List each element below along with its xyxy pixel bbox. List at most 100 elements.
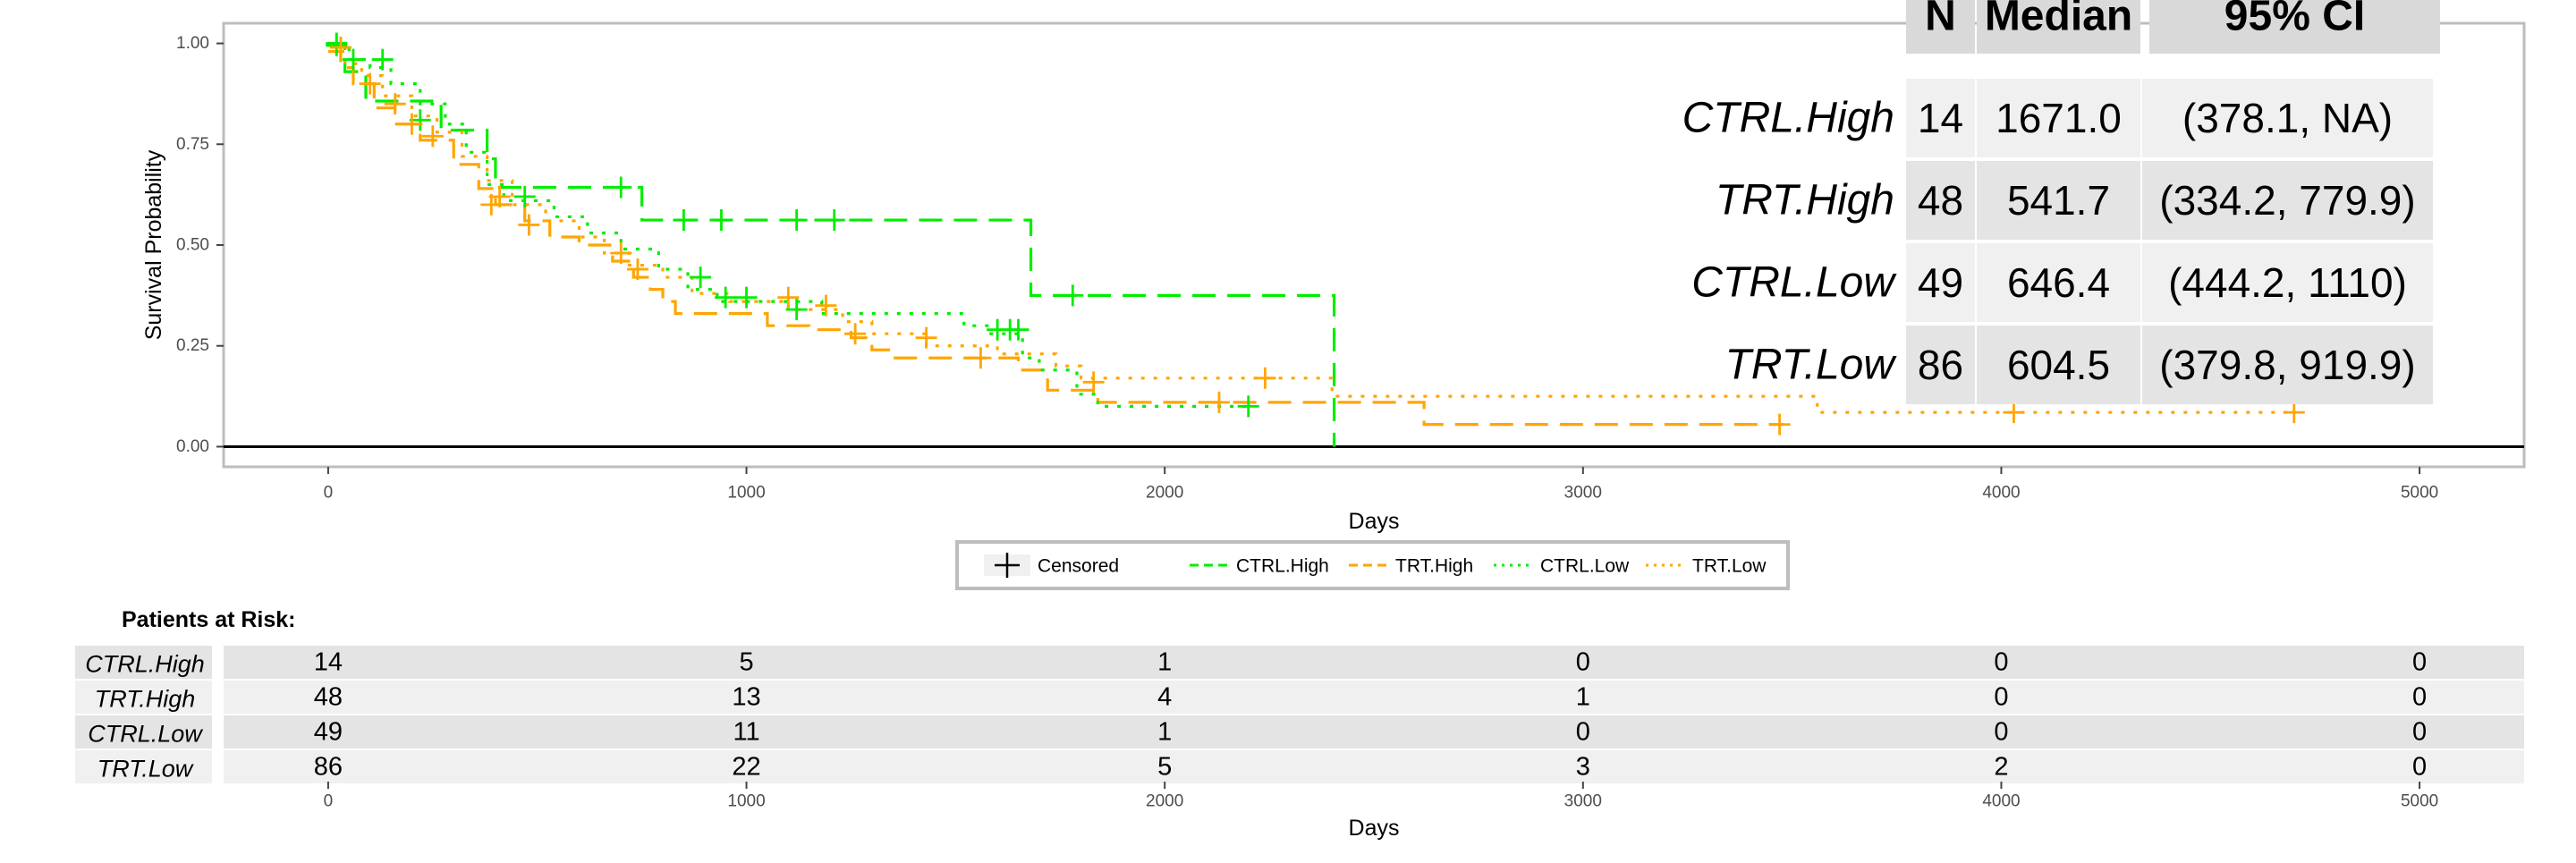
censor-mark-trt_high — [970, 347, 992, 369]
censor-mark-trt_low — [329, 37, 352, 59]
risk-count: 0 — [1994, 648, 2008, 677]
risk-x-tick-label: 5000 — [2401, 792, 2438, 811]
censor-mark-trt_low — [2003, 402, 2025, 424]
summary-row-n: 49 — [1918, 259, 1963, 306]
risk-count: 5 — [739, 648, 753, 677]
x-tick-label: 0 — [324, 484, 334, 503]
censor-mark-ctrl_high — [513, 185, 536, 207]
summary-cell — [1906, 79, 1975, 157]
summary-header-cell — [1977, 0, 2140, 54]
summary-row-ci: (334.2, 779.9) — [2159, 177, 2415, 224]
legend-label-ctrl_high: CTRL.High — [1236, 556, 1329, 577]
x-tick-label: 4000 — [1982, 484, 2020, 503]
risk-count: 0 — [1994, 683, 2008, 712]
risk-count: 48 — [314, 683, 343, 712]
risk-group-cell — [75, 646, 212, 679]
risk-row-group: CTRL.Low — [88, 721, 203, 748]
risk-row-group: TRT.High — [95, 686, 196, 713]
risk-count: 0 — [2412, 718, 2427, 747]
censor-mark-ctrl_low — [1237, 395, 1259, 418]
risk-count: 11 — [733, 718, 759, 747]
risk-count: 3 — [1576, 753, 1590, 782]
censor-mark-ctrl_low — [785, 299, 808, 321]
y-tick-label: 1.00 — [176, 34, 209, 53]
risk-row-band — [224, 681, 2524, 714]
censor-mark-ctrl_low — [690, 267, 712, 289]
censor-mark-ctrl_high — [610, 176, 632, 199]
risk-group-cell — [75, 681, 212, 714]
risk-table-title: Patients at Risk: — [122, 607, 296, 632]
risk-x-tick-label: 1000 — [727, 792, 765, 811]
legend-label-trt_high: TRT.High — [1395, 556, 1473, 577]
summary-cell — [1977, 326, 2140, 404]
censor-mark-trt_low — [915, 326, 937, 349]
summary-cell — [2142, 161, 2433, 240]
legend-label-trt_low: TRT.Low — [1692, 556, 1767, 577]
censor-mark-trt_high — [518, 214, 540, 236]
y-tick-label: 0.75 — [176, 135, 209, 154]
censor-mark-trt_high — [1768, 413, 1791, 436]
y-axis-title: Survival Probability — [141, 149, 166, 340]
legend-box — [955, 540, 1790, 590]
summary-cell — [1977, 243, 2140, 322]
risk-count: 49 — [314, 718, 343, 747]
summary-row-ci: (444.2, 1110) — [2168, 259, 2407, 306]
x-tick-label: 3000 — [1564, 484, 1602, 503]
censor-mark-ctrl_high — [1062, 284, 1084, 307]
summary-cell — [1906, 161, 1975, 240]
risk-group-cell — [75, 750, 212, 783]
summary-cell — [2142, 326, 2433, 404]
censor-mark-ctrl_low — [342, 48, 364, 71]
risk-count: 0 — [1994, 718, 2008, 747]
summary-header-label: N — [1925, 0, 1956, 40]
legend-label-ctrl_low: CTRL.Low — [1540, 556, 1630, 577]
series-line-ctrl_high — [327, 41, 1336, 447]
summary-row-ci: (378.1, NA) — [2182, 95, 2393, 141]
risk-x-tick-label: 0 — [324, 792, 334, 811]
summary-row-n: 48 — [1918, 177, 1963, 224]
series-line-ctrl_low — [327, 41, 1249, 408]
summary-row-n: 86 — [1918, 342, 1963, 388]
summary-header-cell — [2149, 0, 2440, 54]
risk-x-tick-label: 3000 — [1564, 792, 1602, 811]
risk-count: 0 — [1576, 648, 1590, 677]
summary-header-label: Median — [1985, 0, 2132, 40]
censor-mark-ctrl_low — [326, 34, 348, 56]
summary-row-median: 1671.0 — [1996, 95, 2122, 141]
risk-row-group: TRT.Low — [97, 756, 194, 783]
censor-mark-trt_low — [844, 323, 867, 345]
censor-mark-ctrl_low — [715, 286, 737, 309]
risk-x-tick-label: 2000 — [1146, 792, 1183, 811]
risk-count: 14 — [314, 648, 343, 677]
censor-mark-ctrl_high — [823, 209, 845, 232]
censor-mark-trt_low — [2283, 402, 2305, 424]
risk-x-axis-title: Days — [1349, 816, 1400, 841]
y-tick-label: 0.50 — [176, 236, 209, 255]
risk-count: 86 — [314, 753, 343, 782]
risk-count: 0 — [1576, 718, 1590, 747]
summary-row-median: 541.7 — [2007, 177, 2110, 224]
censor-mark-ctrl_high — [371, 48, 394, 71]
censor-mark-ctrl_low — [735, 286, 758, 309]
risk-count: 13 — [732, 683, 760, 712]
risk-count: 1 — [1157, 648, 1172, 677]
summary-cell — [2142, 243, 2433, 322]
censor-mark-trt_low — [488, 185, 511, 207]
censor-mark-trt_high — [626, 258, 648, 281]
censor-mark-trt_high — [359, 72, 381, 95]
summary-cell — [2142, 79, 2433, 157]
risk-count: 0 — [2412, 683, 2427, 712]
censor-mark-trt_low — [1254, 367, 1276, 389]
censor-mark-ctrl_high — [785, 209, 808, 232]
summary-header-label: 95% CI — [2224, 0, 2365, 40]
summary-cell — [1906, 243, 1975, 322]
censor-mark-trt_high — [1208, 391, 1230, 413]
risk-row-band — [224, 750, 2524, 783]
summary-row-group: CTRL.Low — [1691, 259, 1897, 307]
summary-row-group: TRT.High — [1716, 177, 1894, 224]
censor-mark-trt_high — [401, 113, 423, 135]
summary-row-ci: (379.8, 919.9) — [2159, 342, 2415, 388]
censor-mark-trt_high — [1082, 371, 1105, 393]
